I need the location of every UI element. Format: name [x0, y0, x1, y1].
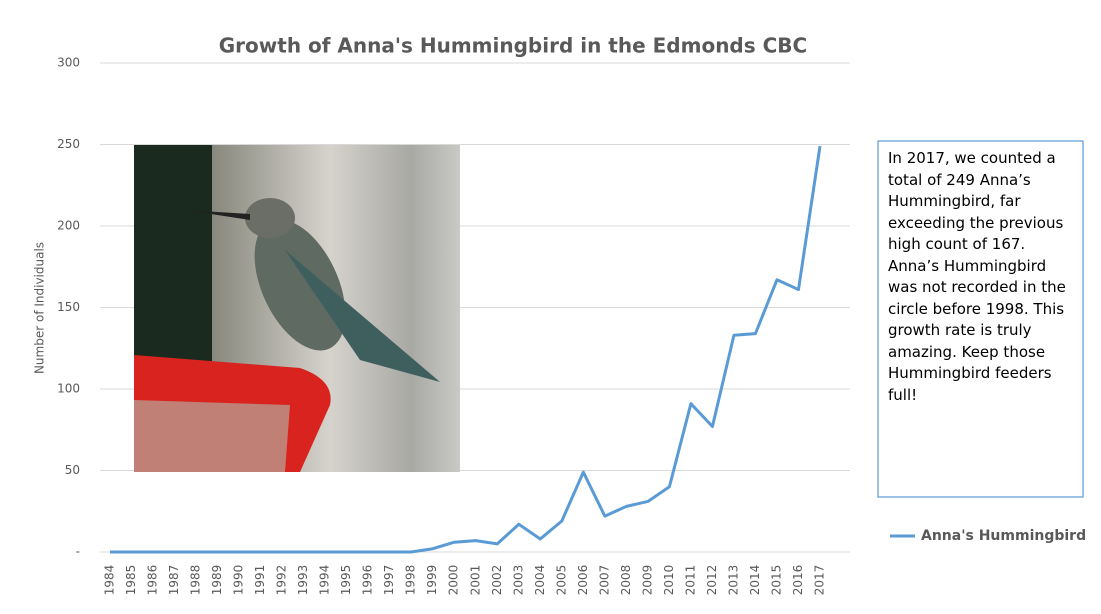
x-tick-label: 2000	[447, 565, 461, 596]
x-tick-label: 2008	[619, 565, 633, 596]
y-tick-label: 250	[57, 137, 80, 151]
photo-shadow	[134, 145, 212, 365]
x-tick-label: 2010	[662, 565, 676, 596]
y-tick-label: -	[76, 545, 80, 559]
y-tick-label: 200	[57, 219, 80, 233]
annotation: In 2017, we counted a total of 249 Anna’…	[888, 148, 1076, 406]
x-tick-label: 1997	[382, 565, 396, 596]
x-tick-label: 1986	[146, 565, 160, 596]
legend-label: Anna's Hummingbird	[921, 528, 1086, 544]
x-tick-label: 2004	[533, 565, 547, 596]
feeder-glass	[134, 400, 290, 472]
chart-title: Growth of Anna's Hummingbird in the Edmo…	[219, 34, 807, 58]
x-tick-label: 2003	[511, 565, 525, 596]
x-tick-label: 2009	[640, 565, 654, 596]
y-tick-label: 300	[57, 56, 80, 70]
x-tick-label: 2002	[490, 565, 504, 596]
x-tick-label: 1989	[210, 565, 224, 596]
y-axis-label: Number of Individuals	[33, 242, 47, 374]
x-tick-label: 2016	[791, 565, 805, 596]
x-tick-label: 1988	[189, 565, 203, 596]
x-tick-label: 1993	[296, 565, 310, 596]
x-tick-label: 1995	[339, 565, 353, 596]
page: Growth of Anna's Hummingbird in the Edmo…	[0, 0, 1101, 614]
x-tick-label: 1990	[232, 565, 246, 596]
x-tick-label: 1985	[124, 565, 138, 596]
x-tick-label: 1984	[103, 565, 117, 596]
x-tick-label: 2015	[769, 565, 783, 596]
x-tick-label: 1994	[318, 565, 332, 596]
y-tick-label: 100	[57, 382, 80, 396]
x-tick-label: 1992	[275, 565, 289, 596]
x-tick-label: 2006	[576, 565, 590, 596]
x-tick-label: 2005	[554, 565, 568, 596]
x-tick-label: 2011	[683, 565, 697, 596]
photo	[134, 145, 460, 472]
x-tick-label: 1998	[404, 565, 418, 596]
y-tick-label: 150	[57, 300, 80, 314]
x-tick-label: 2013	[726, 565, 740, 596]
bird-head	[245, 198, 295, 238]
x-tick-label: 2012	[705, 565, 719, 596]
x-tick-label: 2007	[597, 565, 611, 596]
x-tick-label: 1987	[167, 565, 181, 596]
x-tick-label: 2001	[468, 565, 482, 596]
x-tick-label: 1996	[361, 565, 375, 596]
x-tick-label: 2017	[813, 565, 827, 596]
x-tick-label: 1991	[253, 565, 267, 596]
x-tick-label: 2014	[748, 565, 762, 596]
y-tick-label: 50	[65, 463, 80, 477]
x-tick-label: 1999	[425, 565, 439, 596]
